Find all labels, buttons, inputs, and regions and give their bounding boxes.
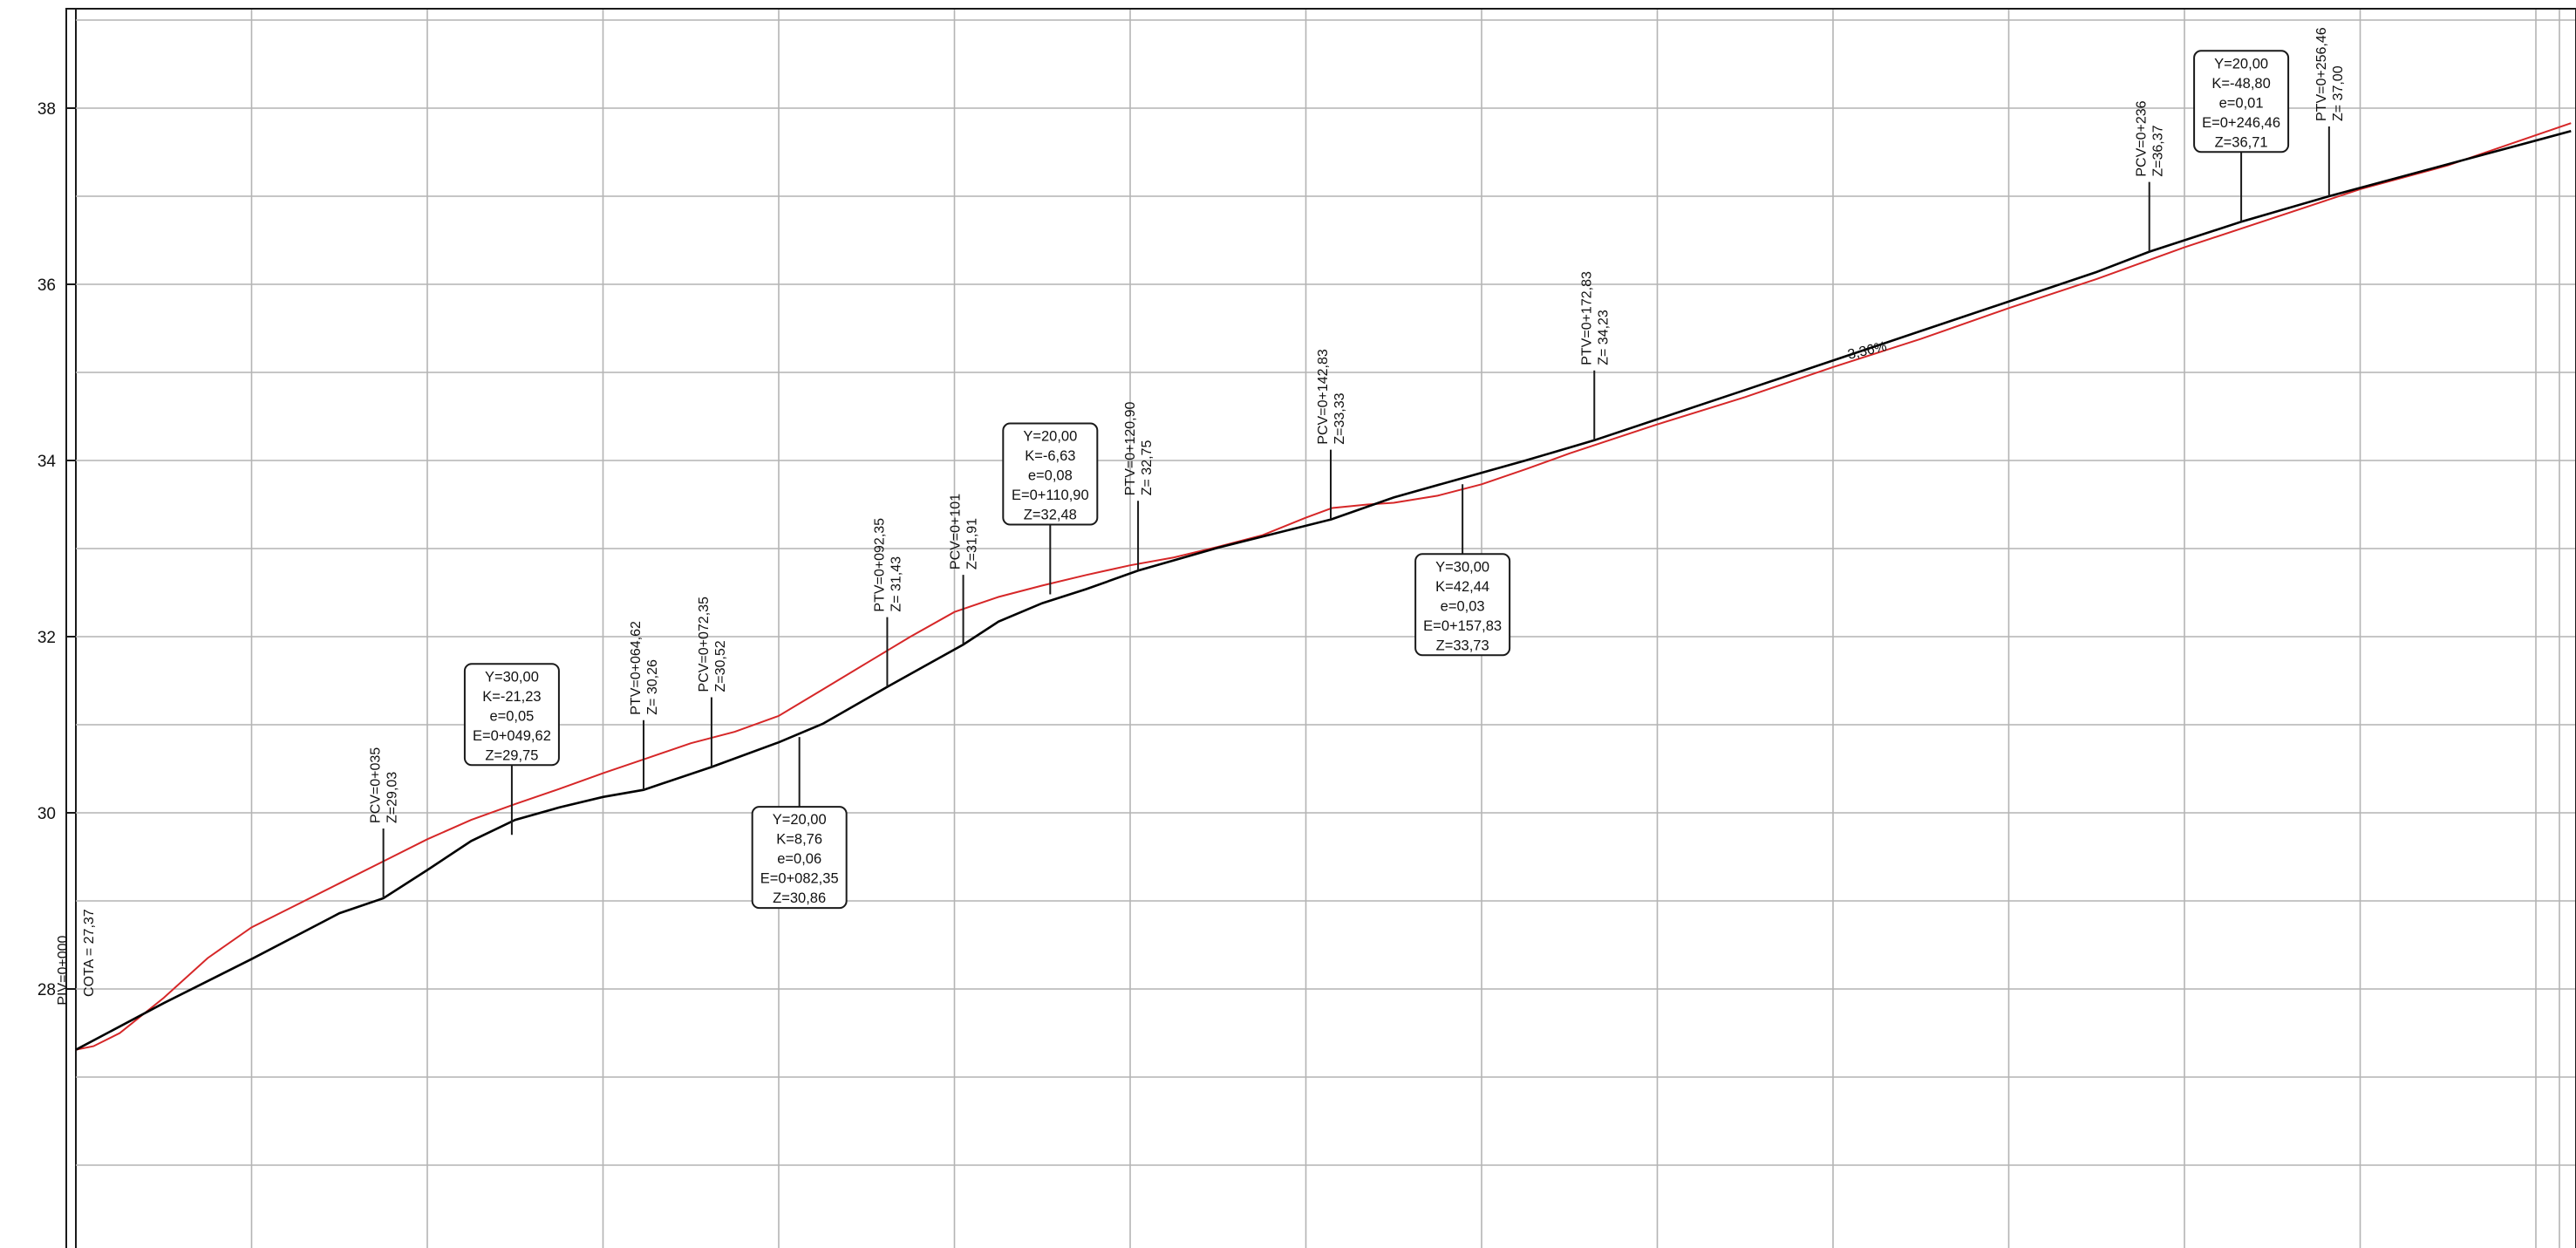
callout-text-line: E=0+082,35	[760, 871, 839, 887]
elevation-label: Z=36,37	[2151, 125, 2166, 176]
station-annotation: PTV=0+092,35 Z= 31,43	[872, 518, 903, 687]
station-annotation: PCV=0+142,83 Z=33,33	[1316, 349, 1347, 520]
y-tick-label: 34	[37, 453, 57, 471]
curve-callout: Y=20,00 K=8,76 e=0,06 E=0+082,35 Z=30,86	[751, 737, 848, 910]
callout-text-line: Z=36,71	[2215, 134, 2268, 150]
callout-text-line: Y=20,00	[773, 812, 827, 828]
callout-text-line: Y=30,00	[1435, 559, 1489, 575]
callout-text-line: K=42,44	[1435, 579, 1489, 595]
elevation-label: Z= 31,43	[889, 556, 903, 612]
callout-text-line: Z=32,48	[1024, 508, 1077, 523]
station-label: PTV=0+092,35	[872, 518, 887, 612]
station-label: PTV=0+064,62	[629, 621, 644, 715]
station-annotation: PTV=0+172,83 Z= 34,23	[1579, 271, 1611, 440]
station-annotation: PIV=0+000 COTA = 27,37	[56, 909, 97, 1005]
grade-label: 3,36%	[1846, 339, 1888, 363]
station-annotations: PIV=0+000 COTA = 27,37 PCV=0+035 Z=29,03 PTV…	[56, 27, 2346, 1005]
callout-text-line: Z=33,73	[1436, 638, 1489, 653]
y-axis-tick-labels: 28303234363840	[37, 100, 76, 999]
callout-box	[2193, 50, 2290, 153]
callout-text-line: K=8,76	[776, 832, 822, 848]
station-annotation: PTV=0+120,90 Z= 32,75	[1123, 402, 1155, 571]
elevation-label: Z=31,91	[965, 518, 980, 569]
callout-text-line: E=0+049,62	[473, 728, 551, 744]
vertical-grid-lines	[75, 9, 2560, 1248]
callout-box	[751, 806, 848, 910]
station-label: PCV=0+236	[2135, 100, 2150, 176]
callout-box	[463, 663, 560, 767]
elevation-label: COTA = 27,37	[82, 909, 97, 997]
horizontal-grid-lines	[76, 19, 2576, 1166]
elevation-label: Z= 30,26	[645, 659, 660, 715]
callout-text-line: Z=30,86	[773, 890, 826, 906]
curve-callout: Y=20,00 K=-48,80 e=0,01 E=0+246,46 Z=36,71	[2193, 50, 2290, 222]
elevation-label: Z=30,52	[713, 640, 728, 692]
callout-text-line: Y=20,00	[2214, 56, 2268, 72]
station-annotation: PCV=0+236 Z=36,37	[2135, 100, 2166, 252]
callout-text-line: E=0+246,46	[2202, 115, 2280, 131]
station-annotation: PCV=0+035 Z=29,03	[369, 747, 400, 898]
callout-text-line: Y=20,00	[1023, 429, 1077, 445]
station-label: PCV=0+035	[369, 747, 384, 823]
station-annotation: PTV=0+064,62 Z= 30,26	[629, 621, 660, 790]
station-label: PCV=0+142,83	[1316, 349, 1331, 445]
curve-callout: Y=30,00 K=42,44 e=0,03 E=0+157,83 Z=33,73	[1414, 484, 1511, 657]
curve-callout: Y=30,00 K=-21,23 e=0,05 E=0+049,62 Z=29,75	[463, 663, 560, 835]
callout-text-line: K=-6,63	[1025, 448, 1075, 464]
y-tick-label: 30	[37, 805, 56, 823]
callout-text-line: e=0,03	[1441, 598, 1485, 614]
y-tick-label: 32	[37, 629, 56, 647]
callout-text-line: e=0,08	[1028, 468, 1073, 484]
elevation-label: Z= 32,75	[1140, 440, 1155, 496]
callout-box	[1414, 553, 1511, 657]
y-tick-label: 36	[37, 276, 56, 295]
y-tick-label: 38	[37, 100, 56, 119]
curve-callout: Y=20,00 K=-6,63 e=0,08 E=0+110,90 Z=32,48	[1002, 422, 1099, 595]
station-label: PCV=0+072,35	[697, 597, 712, 692]
ground-profile-line	[75, 122, 2572, 1051]
elevation-label: Z= 34,23	[1596, 310, 1611, 365]
callout-text-line: Z=29,75	[485, 747, 538, 763]
callout-text-line: E=0+157,83	[1423, 618, 1502, 634]
callout-text-line: K=-48,80	[2211, 76, 2270, 92]
station-annotation: PTV=0+256,46 Z= 37,00	[2314, 27, 2346, 196]
callout-text-line: E=0+110,90	[1012, 488, 1089, 503]
station-label: PCV=0+101	[949, 494, 964, 569]
profile-lines	[75, 122, 2572, 1051]
elevation-label: Z=33,33	[1332, 392, 1347, 444]
station-label: PTV=0+256,46	[2314, 27, 2329, 121]
callout-text-line: K=-21,23	[482, 689, 541, 705]
elevation-label: Z=29,03	[385, 772, 400, 823]
callout-text-line: Y=30,00	[485, 669, 539, 685]
station-label: PTV=0+172,83	[1579, 271, 1594, 365]
y-tick-label: 28	[37, 981, 56, 999]
station-label: PTV=0+120,90	[1123, 402, 1138, 496]
station-annotation: PCV=0+101 Z=31,91	[949, 494, 980, 645]
callout-text-line: e=0,06	[777, 851, 821, 867]
vertical-curve-callouts: Y=30,00K=-21,23e=0,05E=0+049,62Z=29,75Y=…	[463, 50, 2290, 910]
elevation-label: Z= 37,00	[2331, 65, 2346, 121]
callout-text-line: e=0,01	[2219, 95, 2264, 111]
plot-frame	[65, 8, 2576, 1248]
callout-text-line: e=0,05	[489, 708, 534, 724]
design-grade-line	[75, 130, 2572, 1051]
station-annotation: PCV=0+072,35 Z=30,52	[697, 597, 728, 767]
station-label: PIV=0+000	[56, 935, 71, 1005]
callout-box	[1002, 422, 1099, 526]
